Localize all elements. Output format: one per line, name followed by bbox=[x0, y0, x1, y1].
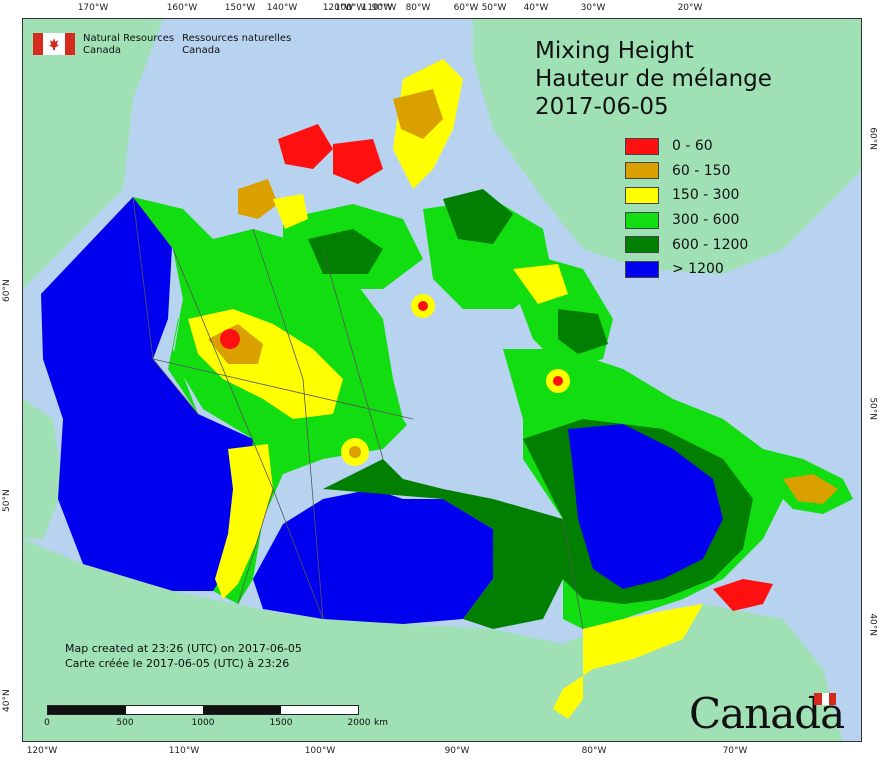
top-tick-label: 30°W bbox=[580, 3, 606, 13]
top-tick-label: 160°W bbox=[166, 3, 198, 13]
scale-bar-graphic bbox=[47, 705, 359, 715]
arctic-island-yellow-west bbox=[273, 194, 308, 229]
scale-label: 0 bbox=[44, 718, 50, 728]
map-canvas[interactable]: Natural Resources Canada Ressources natu… bbox=[22, 18, 862, 742]
credit-en: Map created at 23:26 (UTC) on 2017-06-05 bbox=[65, 642, 302, 655]
right-tick-label: 40°N bbox=[868, 613, 878, 636]
top-tick-label: 110°W bbox=[361, 3, 393, 13]
agency-fr-line1: Ressources naturelles bbox=[182, 33, 292, 44]
bottom-tick-label: 110°W bbox=[168, 746, 200, 756]
map-graphic bbox=[23, 19, 861, 741]
usa-land bbox=[23, 539, 843, 741]
left-tick-label: 50°N bbox=[2, 489, 12, 512]
baja-land bbox=[23, 399, 63, 539]
credit-fr: Carte créée le 2017-06-05 (UTC) à 23:26 bbox=[65, 657, 290, 670]
right-tick-label: 50°N bbox=[868, 397, 878, 420]
alaska-land bbox=[23, 19, 163, 289]
agency-name-fr: Ressources naturelles Canada bbox=[182, 33, 291, 57]
top-tick-label: 140°W bbox=[266, 3, 298, 13]
top-tick-label: 80°W bbox=[405, 3, 431, 13]
canada-flag-icon bbox=[33, 33, 75, 55]
legend-item: 60 - 150 bbox=[625, 159, 748, 184]
top-tick-label: 60°W bbox=[453, 3, 479, 13]
canada-blue-quebec bbox=[568, 424, 723, 589]
canada-hudson-bay bbox=[383, 319, 523, 459]
canada-red-maritimes bbox=[713, 579, 773, 611]
legend-label: 150 - 300 bbox=[672, 187, 740, 204]
canada-orange-newfoundland bbox=[783, 474, 838, 504]
agency-en-line2: Canada bbox=[83, 45, 122, 56]
legend-label: > 1200 bbox=[672, 261, 724, 278]
bottom-tick-label: 120°W bbox=[26, 746, 58, 756]
province-borders bbox=[132, 196, 584, 630]
greenland-land bbox=[473, 19, 861, 274]
left-tick-label: 60°N bbox=[2, 279, 12, 302]
bottom-tick-label: 70°W bbox=[722, 746, 748, 756]
legend-label: 0 - 60 bbox=[672, 138, 713, 155]
bottom-tick-label: 80°W bbox=[581, 746, 607, 756]
top-tick-label: 150°W bbox=[224, 3, 256, 13]
legend-label: 60 - 150 bbox=[672, 162, 731, 179]
top-tick-label: 50°W bbox=[481, 3, 507, 13]
top-tick-label: 120°W bbox=[322, 3, 354, 13]
legend-label: 600 - 1200 bbox=[672, 236, 749, 253]
hotspot-quebec-inner bbox=[553, 376, 563, 386]
canada-blue-central bbox=[253, 489, 493, 624]
title-line-fr: Hauteur de mélange bbox=[535, 66, 772, 92]
hotspot-keewatin-inner bbox=[418, 301, 428, 311]
arctic-island-red-1 bbox=[278, 124, 333, 169]
top-tick-label: 20°W bbox=[677, 3, 703, 13]
agency-signature: Natural Resources Canada Ressources natu… bbox=[33, 33, 291, 57]
legend-swatch bbox=[625, 162, 659, 180]
wordmark-flag-icon bbox=[814, 693, 837, 705]
legend-swatch bbox=[625, 260, 659, 278]
arctic-island-darkgreen-east bbox=[443, 189, 513, 244]
legend-swatch bbox=[625, 236, 659, 254]
canada-wordmark: Canada bbox=[689, 689, 845, 738]
bottom-tick-label: 90°W bbox=[444, 746, 470, 756]
scale-label: 1500 bbox=[269, 718, 293, 728]
hotspot-hudson-inner bbox=[349, 446, 361, 458]
left-tick-label: 40°N bbox=[2, 689, 12, 712]
arctic-island-red-2 bbox=[333, 139, 383, 184]
legend-item: 0 - 60 bbox=[625, 134, 748, 159]
legend-label: 300 - 600 bbox=[672, 212, 740, 229]
top-tick-label: 100°W bbox=[334, 3, 366, 13]
agency-fr-line2: Canada bbox=[182, 45, 221, 56]
map-title: Mixing Height Hauteur de mélange 2017-06… bbox=[535, 37, 772, 121]
top-tick-label: 40°W bbox=[523, 3, 549, 13]
scale-label: 500 bbox=[116, 718, 134, 728]
scale-label: 1000 bbox=[191, 718, 215, 728]
legend-swatch bbox=[625, 186, 659, 204]
legend-item: 300 - 600 bbox=[625, 208, 748, 233]
map-credit: Map created at 23:26 (UTC) on 2017-06-05… bbox=[65, 641, 302, 671]
canada-red-prairies bbox=[220, 329, 240, 349]
scale-unit: km bbox=[374, 718, 388, 728]
legend-item: 600 - 1200 bbox=[625, 232, 748, 257]
legend-item: 150 - 300 bbox=[625, 183, 748, 208]
legend-item: > 1200 bbox=[625, 257, 748, 282]
baffin-yellow-patch bbox=[513, 264, 568, 304]
top-tick-label: 90°W bbox=[371, 3, 397, 13]
bottom-tick-label: 100°W bbox=[304, 746, 336, 756]
right-tick-label: 60°N bbox=[868, 127, 878, 150]
canada-yellow-rockies bbox=[215, 444, 273, 599]
legend-swatch bbox=[625, 137, 659, 155]
arctic-island-orange-west bbox=[238, 179, 278, 219]
baffin-island-darkgreen bbox=[558, 309, 608, 354]
canada-yellow-maritimes bbox=[553, 604, 703, 719]
arctic-island-orange bbox=[393, 89, 443, 139]
scale-label: 2000 bbox=[347, 718, 371, 728]
agency-name-en: Natural Resources Canada bbox=[83, 33, 174, 57]
legend: 0 - 60 60 - 150 150 - 300 300 - 600 600 - 12… bbox=[625, 134, 748, 282]
legend-swatch bbox=[625, 211, 659, 229]
canada-darkgreen-ontario bbox=[323, 459, 563, 629]
top-tick-label: 170°W bbox=[77, 3, 109, 13]
title-line-date: 2017-06-05 bbox=[535, 94, 669, 120]
title-line-en: Mixing Height bbox=[535, 38, 694, 64]
agency-en-line1: Natural Resources bbox=[83, 33, 175, 44]
canada-blue-west bbox=[41, 197, 263, 591]
